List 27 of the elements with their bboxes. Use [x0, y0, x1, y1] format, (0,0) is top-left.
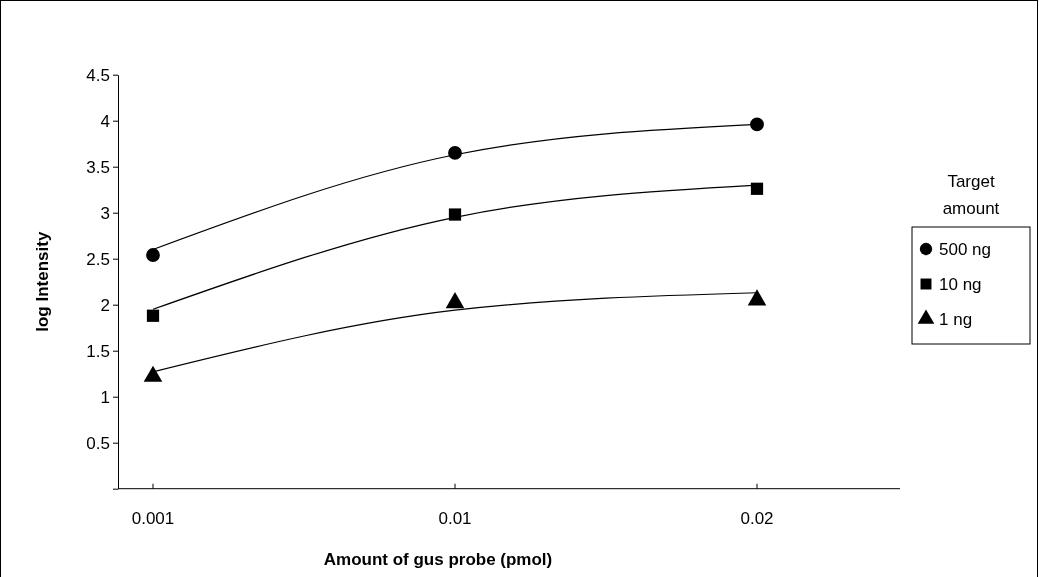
y-axis-title: log Intensity — [33, 231, 52, 332]
point — [143, 365, 163, 382]
x-tick-label: 0.02 — [740, 508, 774, 528]
y-tick-label: 1 — [100, 387, 110, 407]
point — [448, 208, 462, 221]
point — [448, 146, 462, 160]
y-tick-label: 1.5 — [86, 341, 110, 361]
point — [146, 309, 160, 322]
y-tick-label: 0.5 — [86, 433, 110, 453]
x-tick-label: 0.001 — [131, 508, 175, 528]
legend-label: 10 ng — [939, 275, 982, 294]
y-tick-label: 3 — [100, 203, 110, 223]
point — [750, 117, 764, 132]
y-tick-label: 4 — [100, 111, 110, 131]
point — [750, 182, 764, 195]
point — [146, 248, 160, 262]
x-axis-title: Amount of gus probe (pmol) — [323, 550, 553, 569]
legend-label: 500 ng — [939, 240, 991, 259]
y-tick-label: 4.5 — [86, 65, 110, 85]
y-tick-label: 2 — [100, 295, 110, 315]
y-tick-label: 3.5 — [86, 157, 110, 177]
y-tick-label: 2.5 — [86, 249, 110, 269]
point — [747, 289, 767, 306]
point — [445, 292, 465, 309]
legend-label: 1 ng — [939, 310, 973, 329]
legend-title: Target amount — [942, 172, 1000, 218]
x-tick-label: 0.01 — [438, 508, 472, 528]
